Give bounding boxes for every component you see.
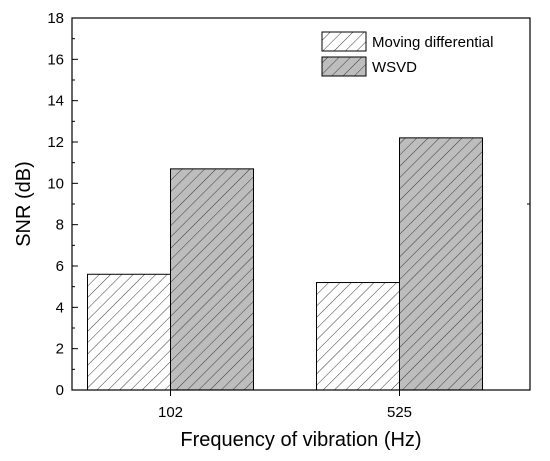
- y-tick-label: 8: [56, 217, 64, 234]
- y-axis: 0 2 4 6 8 10 12 14 16 18: [47, 10, 530, 399]
- x-tick-label: 525: [387, 404, 412, 421]
- bars-group: [87, 137, 483, 391]
- legend-label-wsvd: WSVD: [372, 59, 417, 76]
- y-tick-label: 12: [47, 134, 64, 151]
- y-axis-title: SNR (dB): [13, 161, 35, 247]
- x-axis: 102 525: [158, 390, 412, 421]
- y-tick-label: 0: [56, 382, 64, 399]
- bar-wsvd-102: [170, 168, 254, 391]
- y-tick-label: 4: [56, 299, 64, 316]
- bar-moving-differential-525: [316, 282, 400, 391]
- bar-moving-differential-102: [87, 273, 171, 391]
- y-tick-label: 16: [47, 51, 64, 68]
- legend-label-moving-differential: Moving differential: [372, 34, 493, 51]
- legend-swatch-moving-differential: [321, 31, 367, 52]
- x-axis-title: Frequency of vibration (Hz): [180, 429, 421, 451]
- y-tick-label: 18: [47, 10, 64, 27]
- y-tick-label: 6: [56, 258, 64, 275]
- y-tick-label: 2: [56, 341, 64, 358]
- x-tick-label: 102: [158, 404, 183, 421]
- legend: Moving differential WSVD: [321, 31, 493, 77]
- y-tick-label: 14: [47, 93, 64, 110]
- legend-swatch-wsvd: [321, 56, 367, 77]
- y-tick-label: 10: [47, 175, 64, 192]
- bar-wsvd-525: [399, 137, 483, 391]
